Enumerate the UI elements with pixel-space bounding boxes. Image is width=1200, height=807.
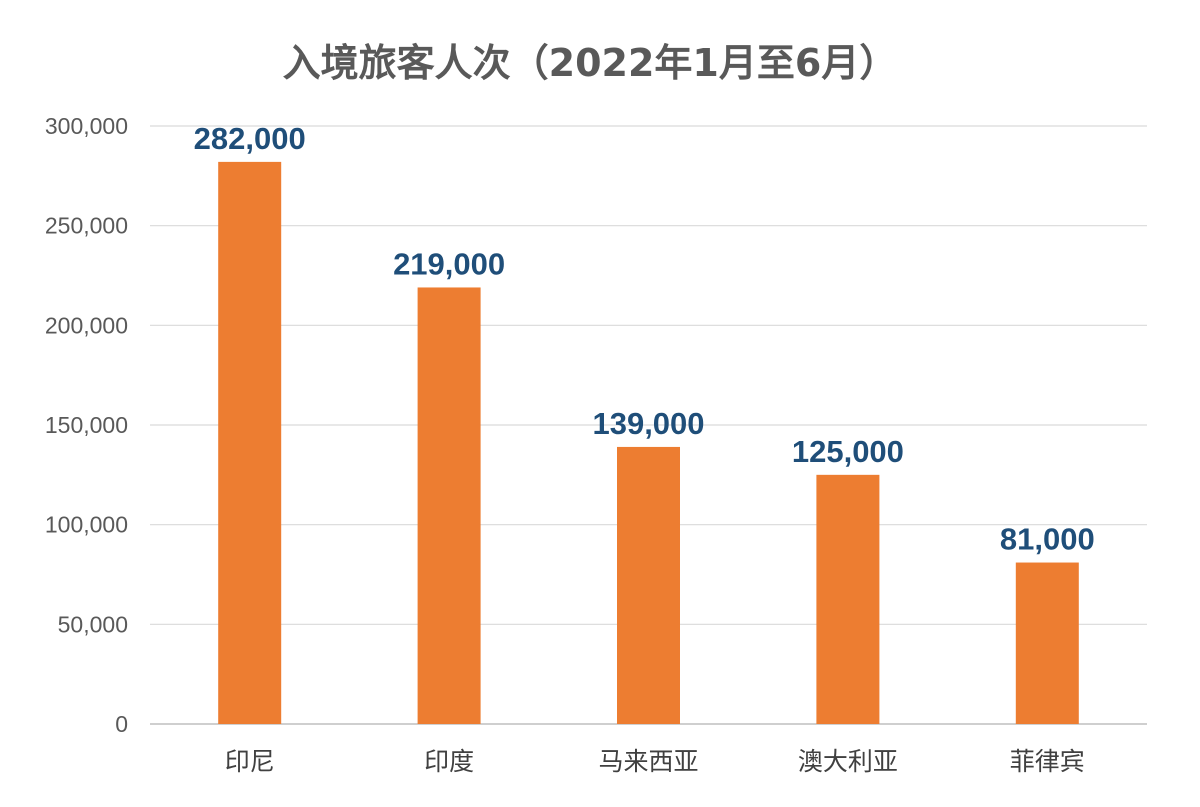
- bar: [816, 474, 880, 724]
- y-tick-label: 0: [115, 711, 128, 737]
- data-label: 125,000: [792, 434, 904, 469]
- y-tick-label: 250,000: [45, 213, 128, 239]
- x-tick-label: 印度: [424, 747, 474, 776]
- bar: [218, 161, 282, 724]
- x-tick-label: 马来西亚: [598, 747, 698, 776]
- data-label: 282,000: [194, 121, 306, 156]
- bars: [218, 161, 1079, 724]
- y-tick-label: 300,000: [45, 113, 128, 139]
- data-label: 219,000: [393, 246, 505, 281]
- data-label: 81,000: [1000, 522, 1095, 557]
- x-tick-label: 菲律宾: [1010, 747, 1085, 776]
- x-tick-label: 澳大利亚: [798, 747, 898, 776]
- x-axis-ticks: 印尼 印度 马来西亚 澳大利亚 菲律宾: [225, 747, 1085, 776]
- chart-title: 入境旅客人次（2022年1月至6月）: [283, 41, 898, 85]
- data-label: 139,000: [592, 406, 704, 441]
- bar: [617, 446, 680, 724]
- y-tick-label: 200,000: [45, 312, 128, 338]
- y-tick-label: 100,000: [45, 512, 128, 538]
- data-labels: 282,000 219,000 139,000 125,000 81,000: [194, 121, 1095, 557]
- y-axis-ticks: 0 50,000 100,000 150,000 200,000 250,000 300,0…: [45, 113, 128, 737]
- x-tick-label: 印尼: [225, 747, 275, 776]
- bar: [417, 287, 481, 724]
- bar: [1015, 562, 1079, 724]
- y-tick-label: 50,000: [58, 611, 128, 637]
- y-tick-label: 150,000: [45, 412, 128, 438]
